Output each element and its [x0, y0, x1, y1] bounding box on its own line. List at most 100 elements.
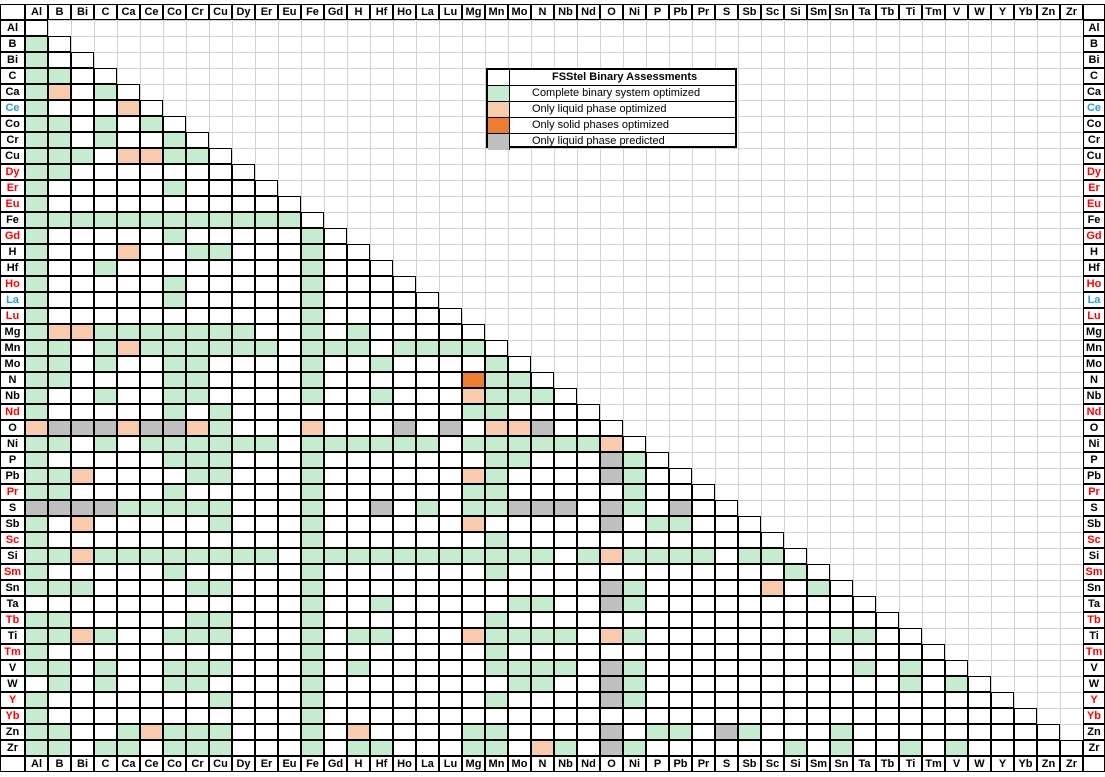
- matrix-cell-Sb-Er[interactable]: [255, 516, 278, 532]
- row-label-right-Sc[interactable]: Sc: [1083, 532, 1105, 548]
- matrix-cell-Sm-Dy[interactable]: [232, 564, 255, 580]
- matrix-cell-La-Hf[interactable]: [370, 292, 393, 308]
- matrix-cell-Ni-Ho[interactable]: [393, 436, 416, 452]
- matrix-cell-Tb-Mo[interactable]: [508, 612, 531, 628]
- column-header-bottom-H[interactable]: H: [347, 756, 370, 772]
- matrix-cell-Y-Eu[interactable]: [278, 692, 301, 708]
- column-header-top-Nd[interactable]: Nd: [577, 4, 600, 20]
- matrix-cell-Yb-Cr[interactable]: [186, 708, 209, 724]
- matrix-cell-H-Ca[interactable]: [117, 244, 140, 260]
- matrix-cell-Zn-Y[interactable]: [991, 724, 1014, 740]
- matrix-cell-Ni-N[interactable]: [531, 436, 554, 452]
- row-label-left-Gd[interactable]: Gd: [0, 228, 25, 244]
- matrix-cell-Y-Sn[interactable]: [830, 692, 853, 708]
- column-header-bottom-Y[interactable]: Y: [991, 756, 1014, 772]
- matrix-cell-Sm-Sc[interactable]: [761, 564, 784, 580]
- matrix-cell-Sc-Ni[interactable]: [623, 532, 646, 548]
- matrix-cell-Sc-Mo[interactable]: [508, 532, 531, 548]
- matrix-cell-Sb-H[interactable]: [347, 516, 370, 532]
- matrix-cell-Tm-S[interactable]: [715, 644, 738, 660]
- matrix-cell-Sm-S[interactable]: [715, 564, 738, 580]
- matrix-cell-Fe-Al[interactable]: [25, 212, 48, 228]
- matrix-cell-Tm-Sc[interactable]: [761, 644, 784, 660]
- matrix-cell-P-Ca[interactable]: [117, 452, 140, 468]
- matrix-cell-Nd-Nd[interactable]: [577, 404, 600, 420]
- matrix-cell-Ta-P[interactable]: [646, 596, 669, 612]
- matrix-cell-Si-Co[interactable]: [163, 548, 186, 564]
- matrix-cell-N-Al[interactable]: [25, 372, 48, 388]
- matrix-cell-Mg-Bi[interactable]: [71, 324, 94, 340]
- matrix-cell-N-Mg[interactable]: [462, 372, 485, 388]
- matrix-cell-H-Bi[interactable]: [71, 244, 94, 260]
- matrix-cell-Sb-Cr[interactable]: [186, 516, 209, 532]
- matrix-cell-Tm-La[interactable]: [416, 644, 439, 660]
- matrix-cell-Zn-Ce[interactable]: [140, 724, 163, 740]
- matrix-cell-Ni-Ni[interactable]: [623, 436, 646, 452]
- matrix-cell-Mo-Cr[interactable]: [186, 356, 209, 372]
- matrix-cell-Ti-Ni[interactable]: [623, 628, 646, 644]
- matrix-cell-Sn-Ho[interactable]: [393, 580, 416, 596]
- matrix-cell-Zr-B[interactable]: [48, 740, 71, 756]
- corner-cell-top-right[interactable]: [1083, 4, 1105, 20]
- matrix-cell-La-Dy[interactable]: [232, 292, 255, 308]
- matrix-cell-W-H[interactable]: [347, 676, 370, 692]
- matrix-cell-Co-Ce[interactable]: [140, 116, 163, 132]
- matrix-cell-Nb-Mo[interactable]: [508, 388, 531, 404]
- matrix-cell-Nd-Dy[interactable]: [232, 404, 255, 420]
- matrix-cell-V-Mg[interactable]: [462, 660, 485, 676]
- row-label-right-Eu[interactable]: Eu: [1083, 196, 1105, 212]
- row-label-left-H[interactable]: H: [0, 244, 25, 260]
- matrix-cell-Ta-N[interactable]: [531, 596, 554, 612]
- matrix-cell-Mo-Gd[interactable]: [324, 356, 347, 372]
- matrix-cell-Yb-Sb[interactable]: [738, 708, 761, 724]
- matrix-cell-W-Dy[interactable]: [232, 676, 255, 692]
- matrix-cell-S-Ho[interactable]: [393, 500, 416, 516]
- matrix-cell-Nd-Cu[interactable]: [209, 404, 232, 420]
- matrix-cell-Yb-S[interactable]: [715, 708, 738, 724]
- column-header-bottom-Nd[interactable]: Nd: [577, 756, 600, 772]
- matrix-cell-Yb-Nd[interactable]: [577, 708, 600, 724]
- matrix-cell-Co-Bi[interactable]: [71, 116, 94, 132]
- matrix-cell-W-Er[interactable]: [255, 676, 278, 692]
- row-label-right-Ta[interactable]: Ta: [1083, 596, 1105, 612]
- matrix-cell-S-Er[interactable]: [255, 500, 278, 516]
- matrix-cell-O-Bi[interactable]: [71, 420, 94, 436]
- matrix-cell-Sm-Ho[interactable]: [393, 564, 416, 580]
- matrix-cell-Sb-Dy[interactable]: [232, 516, 255, 532]
- row-label-left-Eu[interactable]: Eu: [0, 196, 25, 212]
- matrix-cell-Sn-Al[interactable]: [25, 580, 48, 596]
- column-header-bottom-Mo[interactable]: Mo: [508, 756, 531, 772]
- matrix-cell-Mn-Ce[interactable]: [140, 340, 163, 356]
- matrix-cell-Zn-Sn[interactable]: [830, 724, 853, 740]
- matrix-cell-W-W[interactable]: [968, 676, 991, 692]
- matrix-cell-P-H[interactable]: [347, 452, 370, 468]
- matrix-cell-Eu-Cu[interactable]: [209, 196, 232, 212]
- matrix-cell-Zr-Bi[interactable]: [71, 740, 94, 756]
- matrix-cell-Y-W[interactable]: [968, 692, 991, 708]
- matrix-cell-Ho-Cu[interactable]: [209, 276, 232, 292]
- matrix-cell-Yb-Ce[interactable]: [140, 708, 163, 724]
- matrix-cell-Tb-Al[interactable]: [25, 612, 48, 628]
- matrix-cell-N-Ce[interactable]: [140, 372, 163, 388]
- matrix-cell-Zr-Ho[interactable]: [393, 740, 416, 756]
- column-header-top-W[interactable]: W: [968, 4, 991, 20]
- matrix-cell-Ni-Cu[interactable]: [209, 436, 232, 452]
- matrix-cell-Tm-Co[interactable]: [163, 644, 186, 660]
- matrix-cell-Pb-Cr[interactable]: [186, 468, 209, 484]
- matrix-cell-Ho-Ho[interactable]: [393, 276, 416, 292]
- matrix-cell-Mn-Lu[interactable]: [439, 340, 462, 356]
- matrix-cell-Zr-Fe[interactable]: [301, 740, 324, 756]
- matrix-cell-Tb-Nb[interactable]: [554, 612, 577, 628]
- matrix-cell-Ti-O[interactable]: [600, 628, 623, 644]
- matrix-cell-Lu-Co[interactable]: [163, 308, 186, 324]
- matrix-cell-H-Co[interactable]: [163, 244, 186, 260]
- matrix-cell-P-C[interactable]: [94, 452, 117, 468]
- column-header-bottom-Pb[interactable]: Pb: [669, 756, 692, 772]
- matrix-cell-H-C[interactable]: [94, 244, 117, 260]
- matrix-cell-Ta-C[interactable]: [94, 596, 117, 612]
- matrix-cell-Tb-La[interactable]: [416, 612, 439, 628]
- matrix-cell-H-Dy[interactable]: [232, 244, 255, 260]
- matrix-cell-Bi-Bi[interactable]: [71, 52, 94, 68]
- matrix-cell-Yb-Yb[interactable]: [1014, 708, 1037, 724]
- matrix-cell-Ca-B[interactable]: [48, 84, 71, 100]
